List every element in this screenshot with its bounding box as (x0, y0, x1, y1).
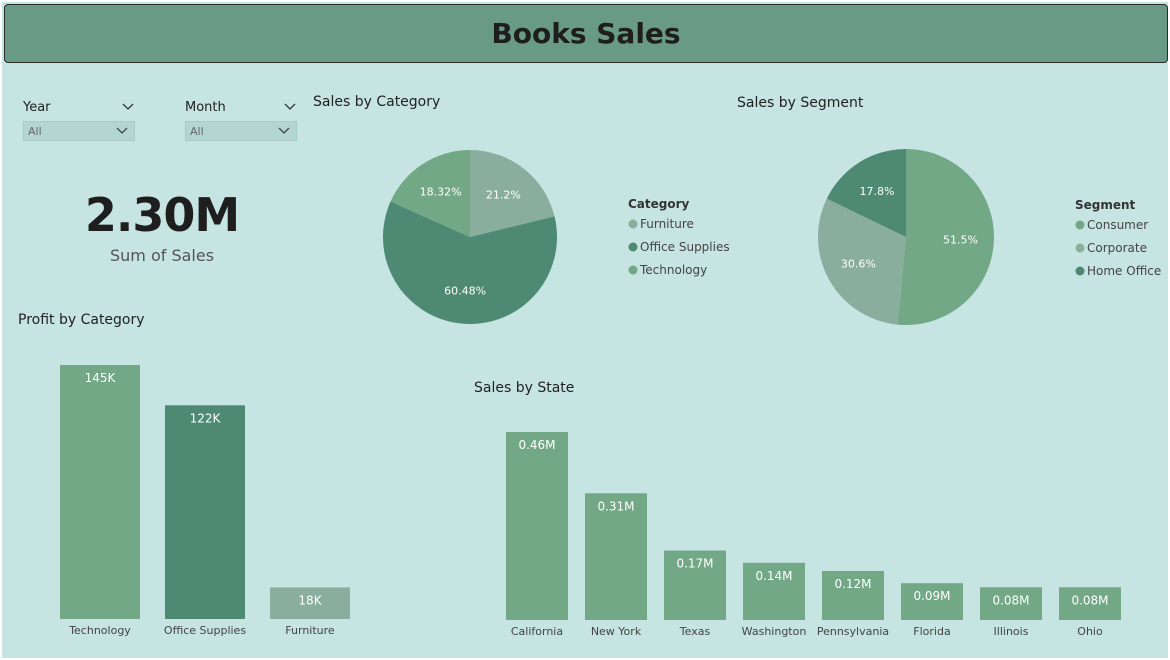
pie-data-label: 18.32% (420, 186, 462, 199)
category-label: Furniture (285, 624, 335, 637)
category-label: Technology (68, 624, 131, 637)
category-label: Pennsylvania (817, 625, 889, 638)
bar-data-label: 145K (85, 371, 117, 385)
legend-item-label: Furniture (640, 217, 694, 231)
legend-item-label: Consumer (1087, 218, 1148, 232)
legend-marker (1075, 220, 1085, 230)
bar[interactable] (901, 583, 963, 620)
bar-data-label: 0.14M (755, 569, 792, 583)
year-slicer-title: Year (23, 99, 51, 115)
legend-marker (628, 219, 638, 229)
report-header: Books Sales (4, 4, 1168, 63)
legend-title: Category (628, 197, 690, 211)
bar[interactable] (165, 405, 245, 619)
pie-data-label: 60.48% (444, 285, 486, 298)
report-title: Books Sales (491, 17, 681, 50)
kpi-value: 2.30M (84, 188, 240, 242)
pie-slice[interactable] (818, 198, 906, 325)
category-label: Office Supplies (164, 624, 246, 637)
chevron-down-icon[interactable] (121, 100, 135, 114)
bar[interactable] (1059, 587, 1121, 620)
bar-data-label: 0.46M (518, 438, 555, 452)
pie-slice[interactable] (826, 149, 906, 237)
legend-marker (1075, 243, 1085, 253)
category-label: Texas (679, 625, 711, 638)
chevron-down-icon[interactable] (283, 100, 297, 114)
chevron-down-icon (116, 127, 128, 134)
category-label: Washington (742, 625, 807, 638)
bar[interactable] (743, 562, 805, 620)
legend-item-label: Office Supplies (640, 240, 730, 254)
bar-data-label: 0.09M (913, 589, 950, 603)
bar[interactable] (60, 365, 140, 619)
legend-item-label: Home Office (1087, 264, 1161, 278)
legend-item-label: Technology (639, 263, 707, 277)
kpi-label: Sum of Sales (109, 246, 215, 265)
legend-title: Segment (1075, 198, 1136, 212)
sales-by-segment-title: Sales by Segment (737, 95, 864, 111)
sales-by-category-title: Sales by Category (313, 94, 441, 110)
pie-data-label: 17.8% (860, 185, 895, 198)
year-dropdown-value: All (28, 124, 42, 138)
bar[interactable] (980, 587, 1042, 620)
year-dropdown[interactable]: All (23, 121, 135, 141)
legend-marker (1075, 266, 1085, 276)
pie-data-label: 21.2% (486, 189, 521, 202)
bar[interactable] (585, 493, 647, 620)
bar[interactable] (664, 550, 726, 620)
bar-data-label: 0.12M (834, 577, 871, 591)
bar-data-label: 18K (298, 593, 322, 607)
category-label: California (511, 625, 563, 638)
legend-item-label: Corporate (1087, 241, 1147, 255)
month-slicer-title: Month (185, 99, 226, 115)
legend-marker (628, 242, 638, 252)
pie-data-label: 51.5% (943, 234, 978, 247)
chevron-down-icon (278, 127, 290, 134)
legend-marker (628, 265, 638, 275)
bar-data-label: 0.17M (676, 557, 713, 571)
category-label: Illinois (994, 625, 1029, 638)
bar[interactable] (822, 570, 884, 620)
sales-by-state-title: Sales by State (474, 380, 575, 396)
pie-slice[interactable] (470, 150, 555, 237)
month-dropdown-value: All (190, 124, 204, 138)
bar-data-label: 0.08M (1071, 593, 1108, 607)
bar-data-label: 122K (190, 411, 222, 425)
pie-slice[interactable] (383, 201, 558, 324)
year-slicer: Year All (23, 98, 135, 141)
bar-data-label: 0.31M (597, 499, 634, 513)
bar[interactable] (506, 432, 568, 620)
bar-data-label: 0.08M (992, 593, 1029, 607)
profit-by-category-title: Profit by Category (18, 312, 145, 328)
category-label: Florida (913, 625, 950, 638)
pie-slice[interactable] (390, 150, 470, 237)
category-label: Ohio (1077, 625, 1103, 638)
month-slicer: Month All (185, 98, 297, 141)
bar[interactable] (270, 587, 350, 619)
month-dropdown[interactable]: All (185, 121, 297, 141)
pie-slice[interactable] (897, 149, 994, 325)
category-label: New York (591, 625, 642, 638)
pie-data-label: 30.6% (841, 258, 876, 271)
